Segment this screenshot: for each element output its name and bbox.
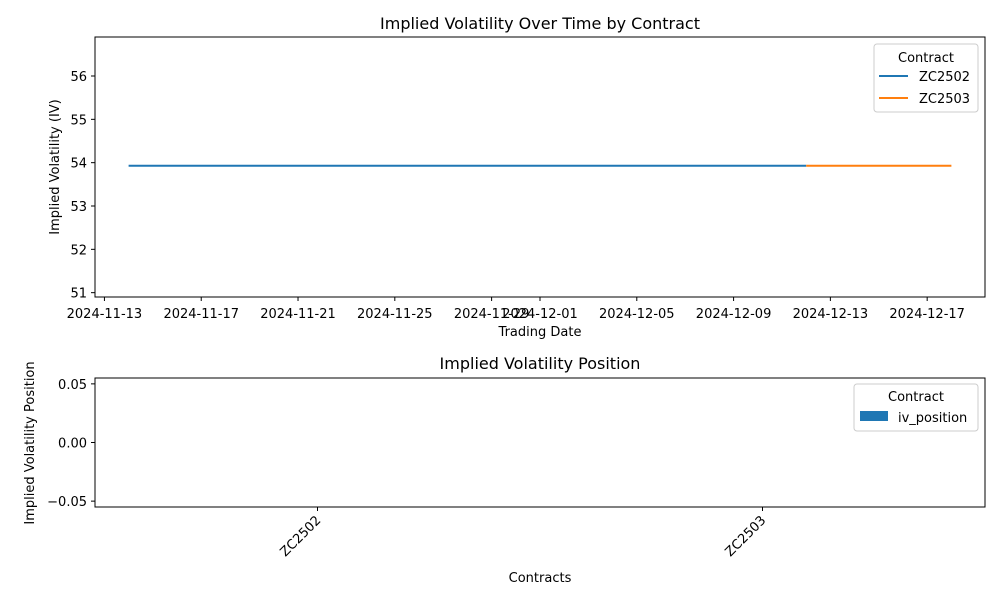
bar-chart: Implied Volatility Position Implied Vola… [23, 354, 986, 586]
line-chart-frame [94, 36, 986, 298]
y-tick-label: 54 [70, 157, 87, 172]
x-tick-label: 2024-11-21 [260, 307, 336, 322]
bar-chart-title: Implied Volatility Position [440, 354, 641, 373]
x-tick-label: 2024-12-01 [502, 307, 578, 322]
x-tick-label: 2024-12-05 [599, 307, 675, 322]
legend-label-iv-position: iv_position [898, 411, 967, 426]
y-tick-label: 56 [70, 70, 87, 85]
y-tick-label: −0.05 [47, 495, 87, 510]
bar-chart-ylabel: Implied Volatility Position [23, 361, 38, 524]
legend-label-zc2502: ZC2502 [919, 70, 970, 85]
line-chart-legend-title: Contract [898, 51, 954, 66]
line-chart-ylabel: Implied Volatility (IV) [48, 99, 63, 235]
bar-chart-xlabel: Contracts [509, 571, 572, 586]
line-chart-y-axis: 51 52 53 54 55 56 [70, 70, 95, 302]
y-tick-label: 53 [70, 200, 87, 215]
x-tick-label: ZC2502 [278, 513, 325, 560]
x-tick-label: 2024-11-13 [67, 307, 143, 322]
legend-label-zc2503: ZC2503 [919, 92, 970, 107]
legend-swatch-iv-position [860, 411, 888, 421]
line-chart-xlabel: Trading Date [498, 325, 582, 340]
line-chart-x-axis: 2024-11-13 2024-11-17 2024-11-21 2024-11-25… [67, 297, 965, 322]
y-tick-label: 51 [70, 287, 87, 302]
y-tick-label: 52 [70, 243, 87, 258]
x-tick-label: 2024-11-25 [357, 307, 433, 322]
line-chart-legend[interactable]: Contract ZC2502 ZC2503 [873, 43, 979, 113]
bar-chart-frame [94, 377, 986, 508]
x-tick-label: 2024-12-09 [696, 307, 772, 322]
x-tick-label: 2024-11-29 [454, 307, 530, 322]
bar-chart-legend[interactable]: Contract iv_position [853, 383, 979, 432]
bar-chart-y-axis: −0.05 0.00 0.05 [47, 378, 95, 510]
line-chart-title: Implied Volatility Over Time by Contract [380, 14, 700, 33]
y-tick-label: 0.00 [58, 437, 87, 452]
x-tick-label: 2024-12-17 [889, 307, 965, 322]
x-tick-label: 2024-12-13 [793, 307, 869, 322]
bar-chart-legend-title: Contract [888, 390, 944, 405]
y-tick-label: 0.05 [58, 378, 87, 393]
line-chart-legend-box [873, 43, 979, 113]
line-chart: Implied Volatility Over Time by Contract… [48, 14, 986, 340]
x-tick-label: 2024-11-17 [163, 307, 239, 322]
bar-chart-x-axis: ZC2502 ZC2503 [278, 507, 770, 560]
x-tick-label: ZC2503 [723, 513, 770, 560]
y-tick-label: 55 [70, 113, 87, 128]
